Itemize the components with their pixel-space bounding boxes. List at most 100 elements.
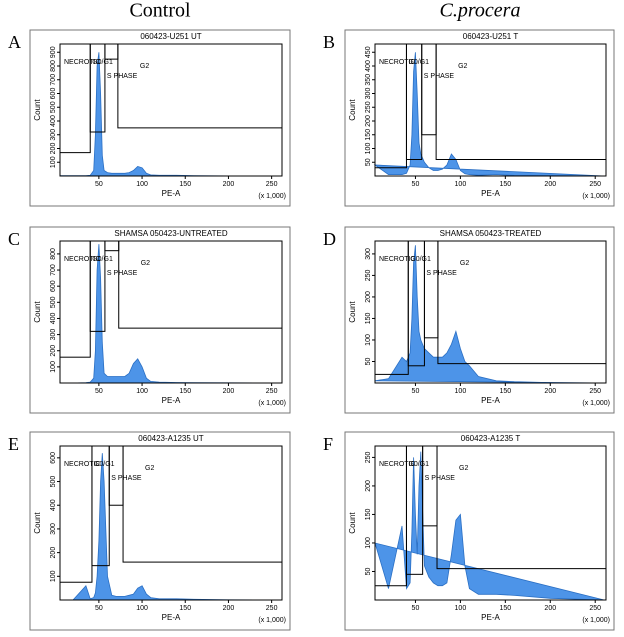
- x-tick-label: 100: [136, 388, 148, 395]
- y-tick-label: 100: [365, 143, 372, 155]
- y-tick-label: 200: [365, 115, 372, 127]
- y-tick-label: 250: [365, 269, 372, 281]
- y-tick-label: 150: [365, 313, 372, 325]
- plot-frame: [374, 445, 607, 601]
- plot-frame: [59, 43, 283, 177]
- x-tick-label: 150: [499, 181, 511, 188]
- chart-title: 060423-U251 T: [463, 32, 519, 41]
- panel-label: D: [323, 229, 336, 249]
- gate-label: S PHASE: [426, 270, 457, 277]
- panel-frame: [344, 29, 615, 207]
- plot-frame: [59, 240, 283, 384]
- panel-frame: [29, 29, 291, 207]
- gate-label: G2: [145, 465, 154, 472]
- gate-label: G2: [141, 260, 150, 267]
- x-tick-label: 200: [223, 388, 235, 395]
- plot-frame: [59, 445, 283, 601]
- y-tick-label: 250: [365, 451, 372, 463]
- y-axis-label: Count: [33, 99, 42, 121]
- histogram: [60, 453, 281, 601]
- y-tick-label: 800: [50, 60, 57, 72]
- panel-frame: [29, 226, 291, 414]
- plot-frame: [374, 43, 607, 177]
- gate-label: S PHASE: [111, 475, 142, 482]
- x-axis-note: (x 1,000): [582, 400, 610, 407]
- x-axis-note: (x 1,000): [258, 193, 286, 200]
- x-axis-note: (x 1,000): [258, 617, 286, 624]
- x-tick-label: 50: [95, 605, 103, 612]
- x-tick-label: 250: [589, 181, 601, 188]
- gate-label: NECROTIC: [64, 256, 101, 263]
- x-tick-label: 150: [179, 181, 191, 188]
- y-tick-label: 600: [50, 88, 57, 100]
- gate-label: NECROTIC: [64, 59, 101, 66]
- gate-label: G0/G1: [92, 256, 113, 263]
- x-tick-label: 50: [95, 181, 103, 188]
- gate: [421, 43, 437, 136]
- y-tick-label: 300: [50, 523, 57, 535]
- gate: [117, 43, 283, 129]
- y-tick-label: 400: [365, 60, 372, 72]
- x-axis-label: PE-A: [481, 396, 500, 405]
- panel-frame: [344, 431, 615, 631]
- panel-label: E: [8, 434, 19, 454]
- y-tick-label: 300: [50, 129, 57, 141]
- gate-label: S PHASE: [424, 73, 455, 80]
- y-tick-label: 400: [50, 499, 57, 511]
- y-axis-label: Count: [33, 301, 42, 323]
- y-tick-label: 500: [50, 296, 57, 308]
- histogram: [374, 451, 605, 601]
- x-tick-label: 200: [223, 605, 235, 612]
- y-tick-label: 300: [50, 329, 57, 341]
- column-header: Control: [129, 0, 191, 22]
- gate: [118, 240, 283, 329]
- x-axis-label: PE-A: [162, 613, 181, 622]
- x-tick-label: 150: [179, 605, 191, 612]
- y-tick-label: 50: [365, 567, 372, 575]
- column-header: C.procera: [440, 0, 521, 22]
- x-axis-label: PE-A: [481, 189, 500, 198]
- y-axis-label: Count: [348, 512, 357, 534]
- x-axis-label: PE-A: [162, 189, 181, 198]
- y-tick-label: 50: [365, 357, 372, 365]
- gate: [122, 445, 283, 563]
- x-tick-label: 250: [589, 605, 601, 612]
- y-tick-label: 700: [50, 264, 57, 276]
- x-tick-label: 100: [136, 605, 148, 612]
- histogram: [374, 245, 605, 384]
- y-tick-label: 100: [50, 361, 57, 373]
- x-tick-label: 250: [266, 181, 278, 188]
- y-tick-label: 200: [365, 291, 372, 303]
- x-tick-label: 100: [455, 181, 467, 188]
- gate-label: G0/G1: [410, 256, 431, 263]
- x-tick-label: 200: [544, 605, 556, 612]
- y-tick-label: 200: [50, 547, 57, 559]
- gate-label: S PHASE: [107, 73, 138, 80]
- gate-label: NECROTIC: [379, 461, 416, 468]
- y-tick-label: 100: [50, 570, 57, 582]
- y-tick-label: 200: [50, 143, 57, 155]
- y-tick-label: 900: [50, 46, 57, 58]
- panel-label: A: [8, 32, 21, 52]
- gate-label: NECROTIC: [379, 59, 416, 66]
- x-tick-label: 150: [499, 605, 511, 612]
- y-tick-label: 700: [50, 74, 57, 86]
- y-tick-label: 300: [365, 88, 372, 100]
- gate: [435, 43, 607, 160]
- gate-label: NECROTIC: [379, 256, 416, 263]
- gate-label: G0/G1: [94, 461, 115, 468]
- x-axis-note: (x 1,000): [582, 193, 610, 200]
- x-tick-label: 250: [589, 388, 601, 395]
- x-axis-note: (x 1,000): [582, 617, 610, 624]
- histogram: [60, 244, 281, 384]
- x-tick-label: 150: [179, 388, 191, 395]
- gate-label: S PHASE: [107, 270, 138, 277]
- gate-label: NECROTIC: [64, 461, 101, 468]
- y-tick-label: 350: [365, 74, 372, 86]
- y-tick-label: 250: [365, 101, 372, 113]
- panel-frame: [29, 431, 291, 631]
- x-tick-label: 100: [455, 605, 467, 612]
- histogram: [373, 52, 605, 177]
- chart-title: 060423-A1235 T: [461, 434, 521, 443]
- y-tick-label: 400: [50, 115, 57, 127]
